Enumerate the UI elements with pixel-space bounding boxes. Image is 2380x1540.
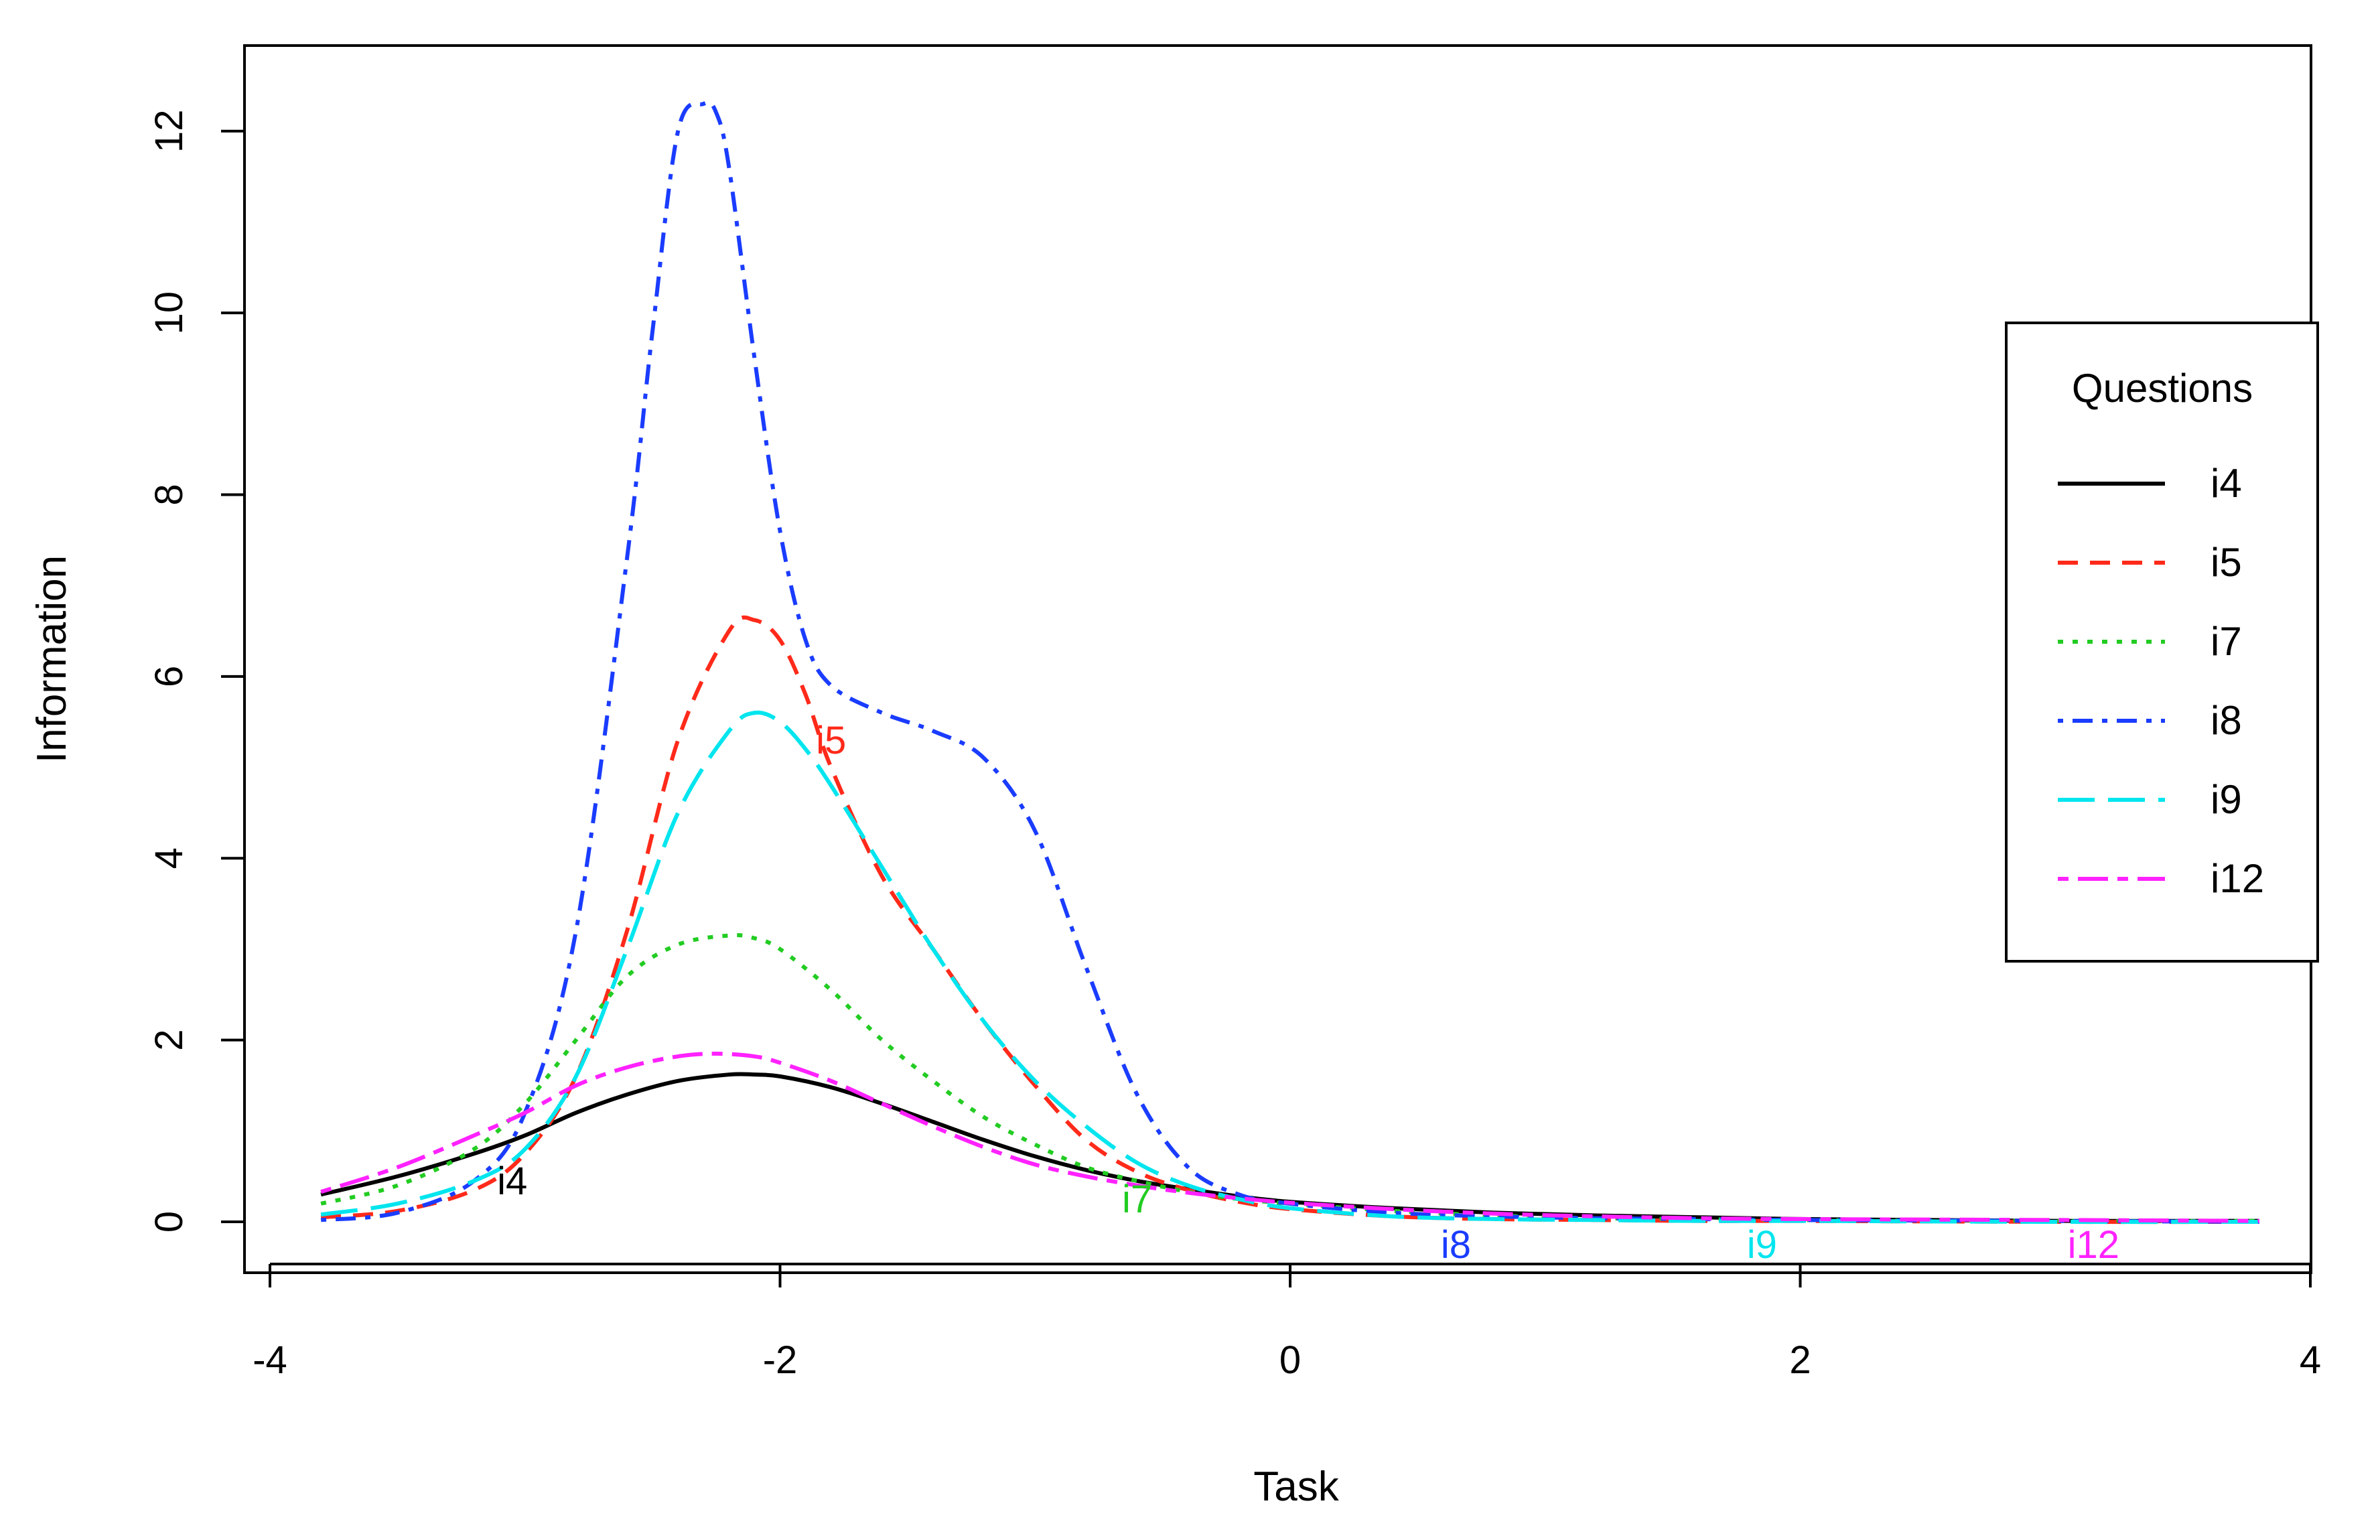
- curve-label-i5: i5: [816, 719, 846, 762]
- y-tick-label: 0: [147, 1211, 191, 1233]
- series-line-i4: [320, 1072, 2259, 1223]
- series-line-i5: [320, 615, 2259, 1224]
- x-tick-label: -2: [763, 1338, 798, 1382]
- series-line-i7: [320, 933, 2259, 1223]
- curve-label-i4: i4: [497, 1160, 527, 1203]
- y-tick-label: 10: [147, 291, 191, 335]
- y-tick-label: 6: [147, 666, 191, 687]
- y-axis: 0 2 4 6 8 10 12: [147, 109, 246, 1233]
- y-tick-label: 2: [147, 1029, 191, 1050]
- x-axis: -4 -2 0 2 4: [253, 1263, 2321, 1382]
- legend-label-i12: i12: [2211, 856, 2264, 901]
- x-tick-label: -4: [253, 1338, 287, 1382]
- legend-label-i9: i9: [2211, 777, 2242, 822]
- legend-label-i4: i4: [2211, 461, 2242, 506]
- curve-label-i8: i8: [1441, 1223, 1471, 1267]
- x-tick-label: 0: [1279, 1338, 1301, 1382]
- series-line-i8: [320, 100, 2259, 1224]
- legend-entries: i4 i5 i7 i8 i9 i12: [2058, 461, 2264, 901]
- x-tick-label: 2: [1789, 1338, 1811, 1382]
- series-line-i12: [320, 1051, 2259, 1223]
- y-axis-title: Information: [29, 555, 75, 763]
- y-tick-label: 4: [147, 847, 191, 869]
- legend-title: Questions: [2072, 366, 2253, 411]
- series-line-i9: [320, 710, 2259, 1224]
- legend-label-i7: i7: [2211, 619, 2242, 664]
- legend-label-i5: i5: [2211, 540, 2242, 585]
- legend-label-i8: i8: [2211, 698, 2242, 743]
- curve-label-i12: i12: [2068, 1223, 2119, 1267]
- x-axis-title: Task: [1253, 1464, 1339, 1510]
- plot-frame: [243, 44, 2312, 1274]
- y-tick-label: 12: [147, 109, 191, 153]
- y-tick-label: 8: [147, 484, 191, 505]
- curve-label-i7: i7: [1122, 1178, 1152, 1221]
- legend: Questions i4 i5 i7 i8 i9 i12: [2005, 322, 2319, 963]
- series-layer: [320, 100, 2259, 1224]
- curve-labels: i4 i5 i7 i8 i9 i12: [497, 719, 2119, 1267]
- x-tick-label: 4: [2300, 1338, 2321, 1382]
- curve-label-i9: i9: [1747, 1223, 1777, 1267]
